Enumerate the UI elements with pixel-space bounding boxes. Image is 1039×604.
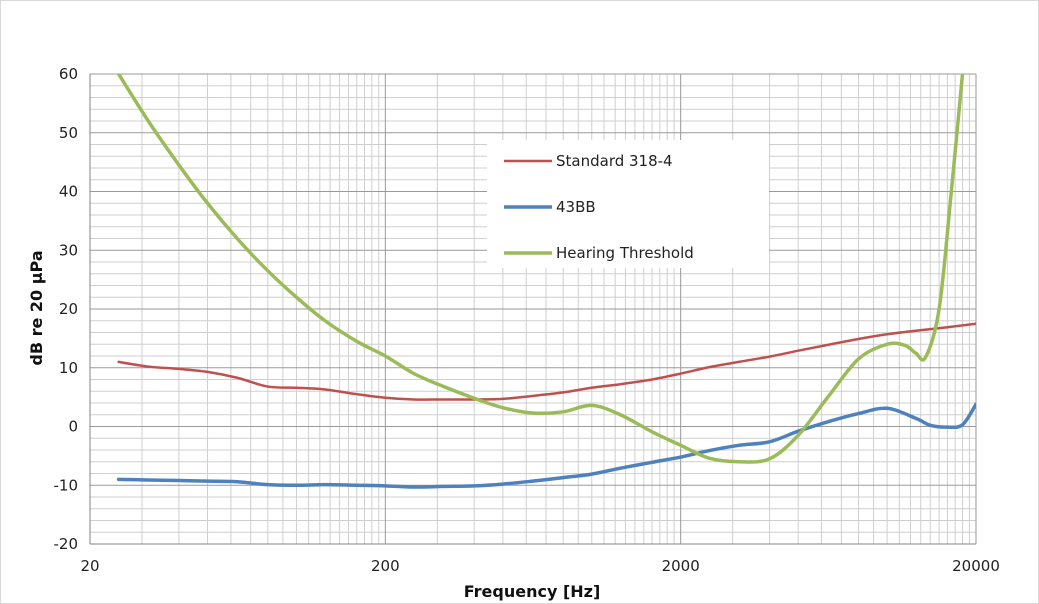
series-line-standard-318-4 bbox=[117, 322, 976, 401]
x-tick-label: 200 bbox=[371, 557, 400, 575]
series-layer bbox=[116, 74, 976, 489]
y-tick-label: 0 bbox=[68, 418, 78, 436]
x-axis-title: Frequency [Hz] bbox=[464, 582, 601, 601]
x-tick-label: 2000 bbox=[662, 557, 700, 575]
y-tick-label: 10 bbox=[59, 359, 78, 377]
y-tick-label: 60 bbox=[59, 65, 78, 83]
y-tick-label: 30 bbox=[59, 241, 78, 259]
y-tick-label: -10 bbox=[54, 476, 79, 494]
legend: Standard 318-4 43BB Hearing Threshold bbox=[487, 140, 769, 268]
y-tick-label: 50 bbox=[59, 124, 78, 142]
legend-label-43bb: 43BB bbox=[556, 198, 596, 216]
series-line-hearing-threshold bbox=[116, 74, 965, 464]
y-tick-label: 20 bbox=[59, 300, 78, 318]
x-tick-label: 20000 bbox=[952, 557, 1000, 575]
y-tick-label: 40 bbox=[59, 183, 78, 201]
y-tick-label: -20 bbox=[54, 535, 79, 553]
series-line-43bb bbox=[116, 402, 976, 489]
legend-label-standard-318-4: Standard 318-4 bbox=[556, 152, 673, 170]
axis-layer: -20 -10 0 10 20 30 40 50 60 20 200 2000 20000 bbox=[54, 65, 1000, 575]
legend-label-hearing-threshold: Hearing Threshold bbox=[556, 244, 694, 262]
x-tick-label: 20 bbox=[80, 557, 99, 575]
y-axis-title: dB re 20 µPa bbox=[27, 250, 46, 365]
